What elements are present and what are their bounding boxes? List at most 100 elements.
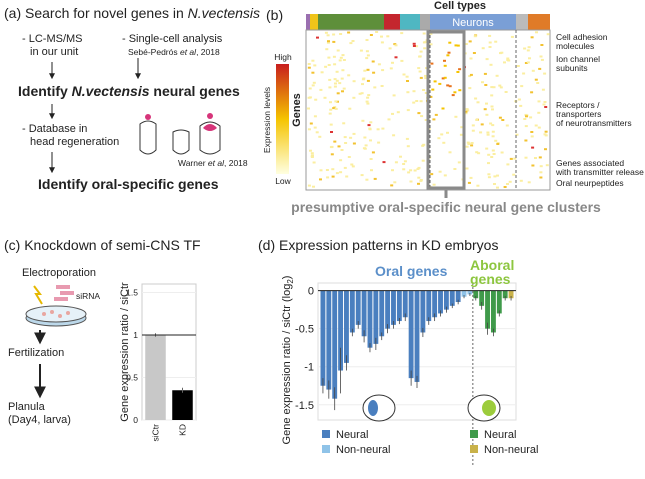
heatmap-cell xyxy=(546,33,550,36)
heatmap-cell xyxy=(465,108,469,111)
heatmap-cell xyxy=(366,79,370,82)
heatmap-cell xyxy=(380,41,384,44)
heatmap-cell xyxy=(370,169,373,172)
heatmap-cell xyxy=(496,186,499,189)
heatmap-cell xyxy=(460,126,464,129)
heatmap-cell xyxy=(406,80,409,82)
colorbar-low: Low xyxy=(275,176,291,186)
heatmap-cell xyxy=(485,58,489,61)
heatmap-cell xyxy=(524,156,528,159)
heatmap-cell xyxy=(506,163,510,166)
heatmap-cell xyxy=(453,91,457,94)
heatmap-cell xyxy=(432,118,436,121)
heatmap-cell xyxy=(488,41,492,44)
heatmap-cell xyxy=(400,32,404,35)
y-tick-label: 1 xyxy=(133,330,138,340)
heatmap-cell xyxy=(381,127,385,130)
heatmap-cell xyxy=(440,133,444,136)
y-label: Gene expression ratio / siCtr (log2) xyxy=(281,276,295,445)
heatmap-cell xyxy=(366,54,370,57)
heatmap-cell xyxy=(467,181,471,184)
heatmap-cell xyxy=(331,175,335,178)
heatmap-cell xyxy=(371,60,375,63)
heatmap-cell xyxy=(471,129,475,132)
x-tick-label: KD xyxy=(178,424,188,436)
heatmap-cell xyxy=(407,171,411,174)
heatmap-cell xyxy=(530,91,534,94)
heatmap-cell xyxy=(314,98,318,101)
heatmap-cell xyxy=(339,171,343,174)
heatmap-cell xyxy=(330,131,333,133)
bar xyxy=(408,290,414,379)
heatmap-cell xyxy=(506,57,510,60)
bar xyxy=(455,290,461,303)
heatmap-cell xyxy=(466,109,470,112)
heatmap-cell xyxy=(544,106,548,108)
heatmap-cell xyxy=(539,171,543,174)
step: Identify N.vectensis neural genes xyxy=(18,83,240,99)
panel-c-title: (c) Knockdown of semi-CNS TF xyxy=(4,237,201,253)
bar xyxy=(361,290,367,337)
heatmap-cell xyxy=(492,153,496,155)
heatmap-cell xyxy=(469,176,473,179)
heatmap-cell xyxy=(490,156,494,158)
heatmap-cell xyxy=(380,85,384,87)
heatmap-cell xyxy=(419,76,423,79)
heatmap-cell xyxy=(543,133,547,136)
heatmap-cell xyxy=(372,71,376,74)
heatmap-cell xyxy=(333,85,337,88)
heatmap-cell xyxy=(345,175,349,178)
heatmap-cell xyxy=(392,134,396,137)
heatmap-cell xyxy=(483,72,487,75)
heatmap-cell xyxy=(376,128,380,131)
heatmap-cell xyxy=(487,173,491,176)
heatmap-cell xyxy=(509,157,513,160)
heatmap-cell xyxy=(333,78,337,81)
heatmap-cell xyxy=(328,78,332,81)
heatmap-cell xyxy=(491,108,494,111)
heatmap-cell xyxy=(366,68,370,71)
heatmap-cell xyxy=(366,102,370,105)
bar xyxy=(443,290,449,310)
heatmap-cell xyxy=(448,151,452,154)
heatmap-cell xyxy=(487,153,491,156)
heatmap-cell xyxy=(352,132,356,135)
heatmap-cell xyxy=(424,92,428,94)
panel-d-title: (d) Expression patterns in KD embryos xyxy=(258,237,498,253)
heatmap-cell xyxy=(323,96,327,99)
heatmap-cell xyxy=(519,104,523,107)
heatmap-cell xyxy=(361,119,365,122)
heatmap-cell xyxy=(415,45,419,48)
heatmap-cell xyxy=(499,86,503,89)
heatmap-cell xyxy=(313,115,317,118)
heatmap-cell xyxy=(360,174,364,177)
heatmap-cell xyxy=(371,151,375,154)
heatmap-cell xyxy=(422,32,426,35)
heatmap-cell xyxy=(534,124,538,127)
bar xyxy=(467,290,473,295)
y-label: Gene expression ratio / siCtr xyxy=(119,282,131,422)
heatmap-cell xyxy=(538,67,542,70)
heatmap-cell xyxy=(464,43,468,45)
bar xyxy=(449,290,455,306)
heatmap-cell xyxy=(308,87,312,90)
legend-label: Non-neural xyxy=(484,444,538,456)
heatmap-cell xyxy=(503,61,506,64)
bar xyxy=(490,290,496,333)
heatmap-cell xyxy=(441,77,445,80)
heatmap-cell xyxy=(343,136,347,139)
heatmap-cell xyxy=(496,174,499,177)
heatmap-cell xyxy=(320,71,324,74)
heatmap-cell xyxy=(325,48,329,51)
heatmap-cell xyxy=(458,89,462,92)
heatmap-cell xyxy=(336,100,339,103)
heatmap-cell xyxy=(329,101,332,104)
heatmap-cell xyxy=(327,40,330,43)
heatmap-cell xyxy=(369,158,373,160)
bar xyxy=(344,290,349,363)
heatmap-cell xyxy=(491,135,495,138)
panel-a-title: (a) Search for novel genes in N.vectensi… xyxy=(4,5,260,21)
heatmap-cell xyxy=(505,124,509,127)
heatmap-cell xyxy=(309,122,313,125)
heatmap-cell xyxy=(337,145,341,148)
